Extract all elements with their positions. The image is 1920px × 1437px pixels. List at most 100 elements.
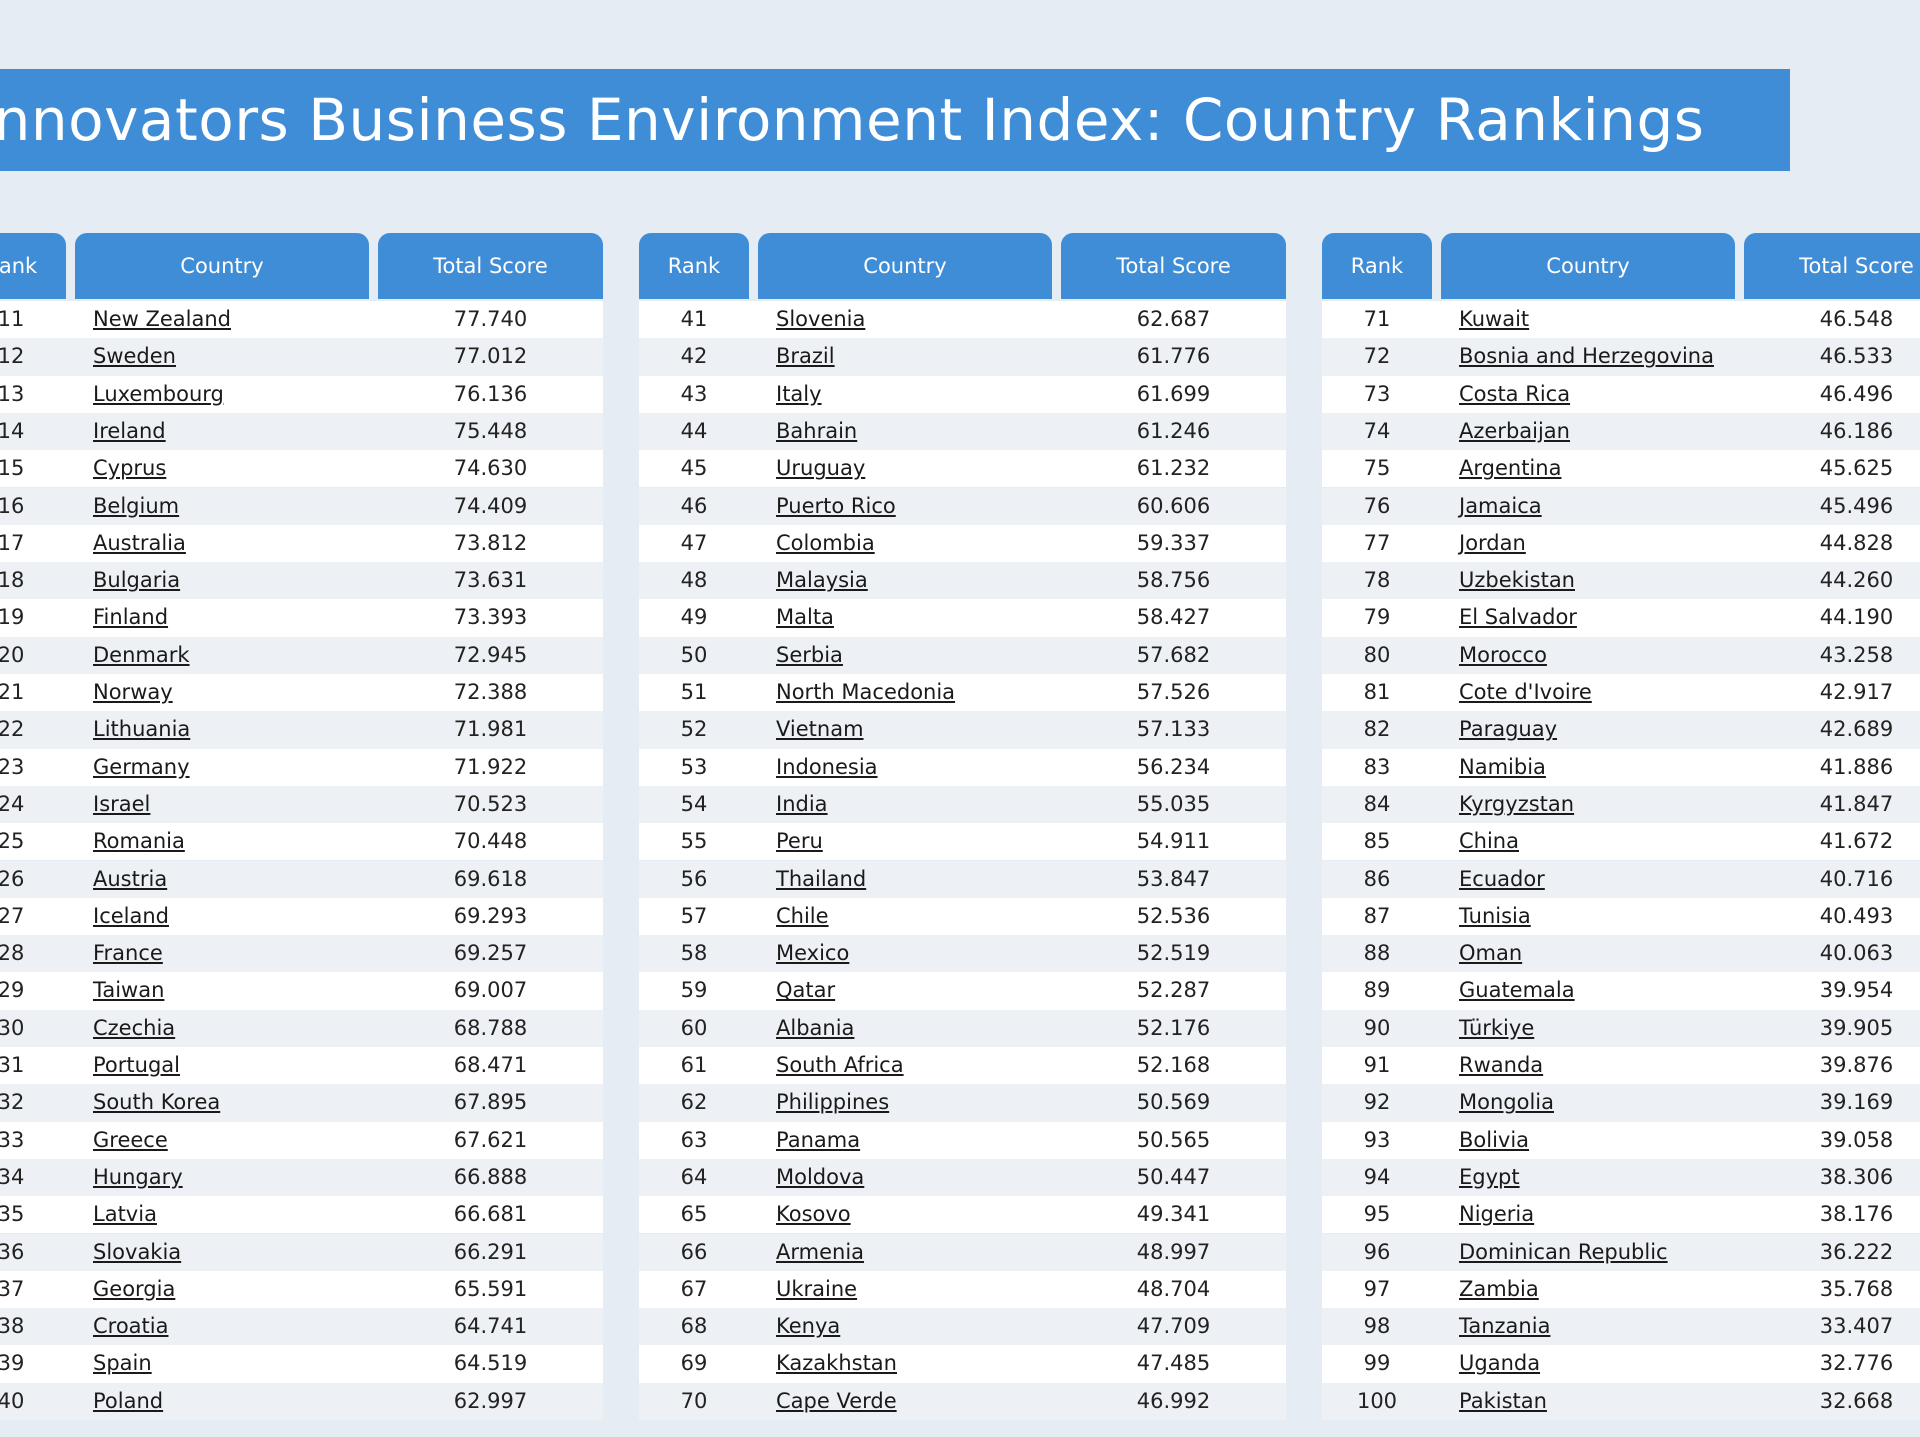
- rank-cell: 22: [0, 717, 25, 742]
- rank-cell: 34: [0, 1164, 25, 1189]
- country-cell: China: [1459, 829, 1519, 854]
- rank-cell: 39: [0, 1351, 25, 1376]
- title: Innovators Business Environment Index: C…: [0, 86, 1705, 154]
- table-row: 91 Rwanda 39.876: [1322, 1047, 1920, 1085]
- country-cell: Azerbaijan: [1459, 418, 1570, 443]
- country-cell: Kazakhstan: [776, 1351, 897, 1376]
- table-row: 28 France 69.257: [0, 935, 603, 973]
- table-row: 82 Paraguay 42.689: [1322, 711, 1920, 749]
- country-cell: Egypt: [1459, 1164, 1520, 1189]
- score-cell: 46.992: [1136, 1388, 1211, 1413]
- table-row: 45 Uruguay 61.232: [639, 450, 1286, 488]
- country-cell: Portugal: [93, 1053, 180, 1077]
- rank-cell: 52: [680, 717, 708, 742]
- rank-cell: 19: [0, 605, 25, 630]
- score-cell: 52.176: [1136, 1015, 1211, 1040]
- country-cell: Philippines: [776, 1090, 890, 1115]
- table-row: 88 Oman 40.063: [1322, 935, 1920, 973]
- country-cell: Uzbekistan: [1459, 568, 1575, 593]
- table-row: 47 Colombia 59.337: [639, 524, 1286, 563]
- country-cell: Iceland: [93, 903, 170, 928]
- table-row: 11 New Zealand 77.740: [0, 301, 603, 339]
- table-row: 50 Serbia 57.682: [639, 636, 1286, 674]
- rank-cell: 66: [680, 1239, 708, 1264]
- score-cell: 32.776: [1819, 1351, 1894, 1376]
- table-row: 77 Jordan 44.828: [1322, 524, 1920, 563]
- country-cell: Tanzania: [1459, 1314, 1551, 1339]
- country-cell: Oman: [1459, 941, 1523, 966]
- rank-cell: 70: [680, 1388, 708, 1413]
- rank-cell: 56: [680, 866, 708, 891]
- rank-cell: 74: [1363, 418, 1391, 443]
- country-cell: New Zealand: [93, 307, 231, 331]
- rank-cell: 57: [680, 903, 708, 928]
- table-row: 62 Philippines 50.569: [639, 1084, 1286, 1122]
- rank-cell: 63: [680, 1127, 708, 1152]
- country-cell: Slovakia: [93, 1239, 182, 1264]
- table-row: 15 Cyprus 74.630: [0, 450, 603, 488]
- column-header: Rank: [0, 233, 66, 299]
- column-header: Country: [1441, 233, 1735, 299]
- rank-cell: 81: [1363, 680, 1391, 704]
- country-cell: Israel: [93, 791, 151, 816]
- table-row: 17 Australia 73.812: [0, 524, 603, 563]
- score-cell: 48.704: [1136, 1276, 1211, 1301]
- score-cell: 69.293: [453, 903, 528, 928]
- table-row: 43 Italy 61.699: [639, 375, 1286, 413]
- rank-cell: 47: [680, 530, 708, 555]
- rank-cell: 28: [0, 941, 25, 966]
- score-cell: 40.716: [1819, 866, 1894, 891]
- table-row: 25 Romania 70.448: [0, 823, 603, 861]
- score-cell: 54.911: [1136, 829, 1211, 854]
- rank-cell: 40: [0, 1388, 25, 1413]
- table-row: 73 Costa Rica 46.496: [1322, 375, 1920, 413]
- country-cell: Hungary: [93, 1164, 183, 1189]
- table-row: 90 Türkiye 39.905: [1322, 1009, 1920, 1047]
- table-row: 94 Egypt 38.306: [1322, 1158, 1920, 1197]
- table-row: 60 Albania 52.176: [639, 1009, 1286, 1047]
- rank-cell: 38: [0, 1314, 25, 1339]
- score-cell: 53.847: [1136, 866, 1211, 891]
- rank-cell: 48: [680, 568, 708, 593]
- country-cell: Lithuania: [93, 717, 191, 742]
- score-cell: 45.496: [1819, 493, 1894, 518]
- country-cell: Bosnia and Herzegovina: [1459, 344, 1714, 369]
- country-cell: Poland: [93, 1388, 164, 1413]
- rank-cell: 31: [0, 1053, 25, 1077]
- rank-cell: 67: [680, 1276, 708, 1301]
- table-row: 53 Indonesia 56.234: [639, 748, 1286, 786]
- table-row: 100 Pakistan 32.668: [1322, 1382, 1920, 1420]
- rank-cell: 46: [680, 493, 708, 518]
- country-cell: Vietnam: [776, 717, 864, 742]
- country-cell: Nigeria: [1459, 1202, 1535, 1227]
- score-cell: 74.409: [453, 493, 528, 518]
- table-row: 19 Finland 73.393: [0, 599, 603, 637]
- score-cell: 38.306: [1819, 1164, 1894, 1189]
- country-cell: Dominican Republic: [1459, 1239, 1668, 1264]
- table-row: 65 Kosovo 49.341: [639, 1196, 1286, 1234]
- table-row: 22 Lithuania 71.981: [0, 711, 603, 749]
- table-row: 16 Belgium 74.409: [0, 487, 603, 525]
- country-cell: France: [93, 941, 163, 966]
- country-cell: Uruguay: [776, 456, 866, 481]
- rank-cell: 41: [680, 307, 708, 331]
- country-cell: Germany: [93, 754, 190, 779]
- rank-cell: 85: [1363, 829, 1391, 854]
- table-row: 30 Czechia 68.788: [0, 1009, 603, 1047]
- table-row: 34 Hungary 66.888: [0, 1158, 603, 1197]
- country-cell: North Macedonia: [776, 680, 956, 704]
- score-cell: 68.788: [453, 1015, 528, 1040]
- rank-cell: 91: [1363, 1053, 1391, 1077]
- score-cell: 46.533: [1819, 344, 1894, 369]
- country-cell: Austria: [93, 866, 168, 891]
- country-cell: Serbia: [776, 642, 843, 667]
- score-cell: 65.591: [453, 1276, 528, 1301]
- score-cell: 39.058: [1819, 1127, 1894, 1152]
- table-row: 95 Nigeria 38.176: [1322, 1196, 1920, 1234]
- score-cell: 73.393: [453, 605, 528, 630]
- country-cell: Croatia: [93, 1314, 169, 1339]
- score-cell: 67.895: [453, 1090, 528, 1115]
- country-cell: Morocco: [1459, 642, 1547, 667]
- country-cell: Kyrgyzstan: [1459, 791, 1575, 816]
- country-cell: Belgium: [93, 493, 180, 518]
